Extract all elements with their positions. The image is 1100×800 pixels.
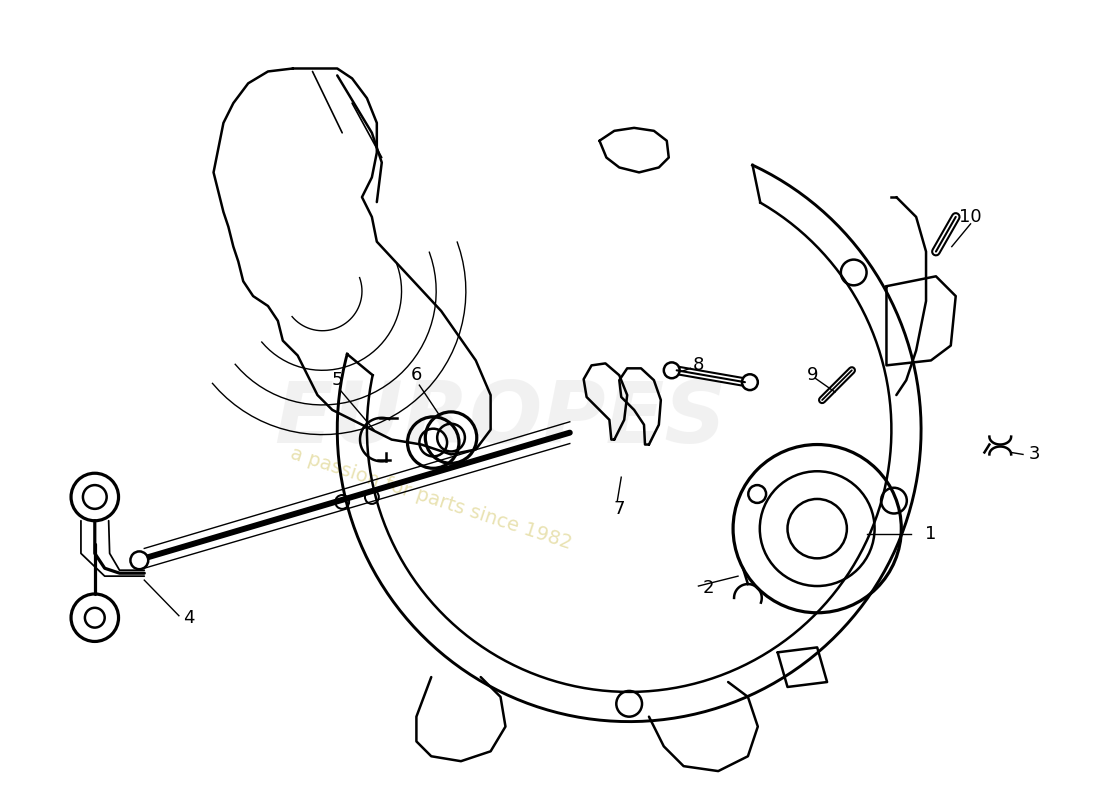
Text: a passion for parts since 1982: a passion for parts since 1982 <box>288 444 574 554</box>
Text: 3: 3 <box>1030 446 1041 463</box>
Text: 2: 2 <box>703 579 714 597</box>
Text: 5: 5 <box>331 371 343 390</box>
Text: 8: 8 <box>693 356 704 374</box>
Circle shape <box>748 485 766 503</box>
Text: EUROPES: EUROPES <box>274 378 727 462</box>
Text: 6: 6 <box>410 366 422 384</box>
Circle shape <box>742 374 758 390</box>
Circle shape <box>663 362 680 378</box>
Text: 10: 10 <box>959 208 982 226</box>
Text: 9: 9 <box>806 366 818 384</box>
Text: 4: 4 <box>183 609 195 626</box>
Text: 1: 1 <box>925 525 937 542</box>
Text: 7: 7 <box>614 500 625 518</box>
Circle shape <box>131 551 149 570</box>
